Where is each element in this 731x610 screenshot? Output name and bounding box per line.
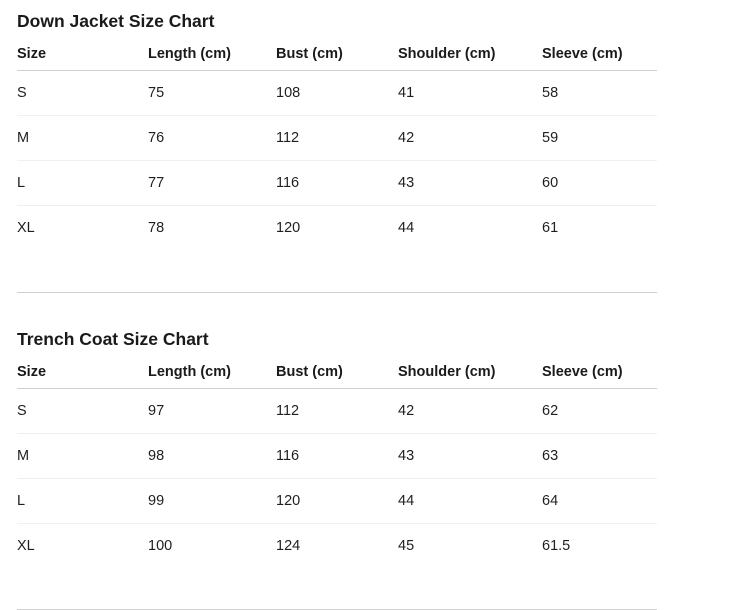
shoulder-cell: 43 xyxy=(398,161,542,206)
table-row-xl: XL 78 120 44 61 xyxy=(17,206,657,251)
size-cell: XL xyxy=(17,523,148,568)
shoulder-cell: 42 xyxy=(398,388,542,433)
shoulder-cell: 42 xyxy=(398,116,542,161)
bust-cell: 120 xyxy=(276,478,398,523)
column-header-bust: Bust (cm) xyxy=(276,350,398,389)
length-cell: 97 xyxy=(148,388,276,433)
length-cell: 99 xyxy=(148,478,276,523)
sleeve-cell: 60 xyxy=(542,161,657,206)
shoulder-cell: 44 xyxy=(398,206,542,251)
table-row-s: S 75 108 41 58 xyxy=(17,71,657,116)
table-row-m: M 98 116 43 63 xyxy=(17,433,657,478)
table-row-l: L 99 120 44 64 xyxy=(17,478,657,523)
sleeve-cell: 63 xyxy=(542,433,657,478)
sleeve-cell: 58 xyxy=(542,71,657,116)
trench-coat-section: Trench Coat Size Chart Size Length (cm) … xyxy=(0,293,731,610)
table-row-m: M 76 112 42 59 xyxy=(17,116,657,161)
trench-coat-section-title: Trench Coat Size Chart xyxy=(17,293,731,350)
length-cell: 76 xyxy=(148,116,276,161)
bust-cell: 108 xyxy=(276,71,398,116)
header-row: Size Length (cm) Bust (cm) Shoulder (cm)… xyxy=(17,350,657,389)
table-row-s: S 97 112 42 62 xyxy=(17,388,657,433)
bust-cell: 112 xyxy=(276,116,398,161)
down-jacket-section: Down Jacket Size Chart Size Length (cm) … xyxy=(0,0,731,293)
length-cell: 98 xyxy=(148,433,276,478)
column-header-sleeve: Sleeve (cm) xyxy=(542,350,657,389)
bust-cell: 124 xyxy=(276,523,398,568)
trench-coat-size-table: Size Length (cm) Bust (cm) Shoulder (cm)… xyxy=(17,350,657,569)
bust-cell: 116 xyxy=(276,161,398,206)
sleeve-cell: 62 xyxy=(542,388,657,433)
column-header-sleeve: Sleeve (cm) xyxy=(542,32,657,71)
shoulder-cell: 44 xyxy=(398,478,542,523)
shoulder-cell: 45 xyxy=(398,523,542,568)
shoulder-cell: 41 xyxy=(398,71,542,116)
sleeve-cell: 64 xyxy=(542,478,657,523)
sleeve-cell: 59 xyxy=(542,116,657,161)
size-cell: S xyxy=(17,71,148,116)
column-header-shoulder: Shoulder (cm) xyxy=(398,350,542,389)
shoulder-cell: 43 xyxy=(398,433,542,478)
bust-cell: 112 xyxy=(276,388,398,433)
size-cell: L xyxy=(17,161,148,206)
size-cell: XL xyxy=(17,206,148,251)
header-row: Size Length (cm) Bust (cm) Shoulder (cm)… xyxy=(17,32,657,71)
table-row-xl: XL 100 124 45 61.5 xyxy=(17,523,657,568)
down-jacket-size-table: Size Length (cm) Bust (cm) Shoulder (cm)… xyxy=(17,32,657,251)
length-cell: 75 xyxy=(148,71,276,116)
table-row-l: L 77 116 43 60 xyxy=(17,161,657,206)
length-cell: 100 xyxy=(148,523,276,568)
column-header-size: Size xyxy=(17,350,148,389)
column-header-shoulder: Shoulder (cm) xyxy=(398,32,542,71)
column-header-bust: Bust (cm) xyxy=(276,32,398,71)
length-cell: 77 xyxy=(148,161,276,206)
column-header-length: Length (cm) xyxy=(148,32,276,71)
sleeve-cell: 61 xyxy=(542,206,657,251)
down-jacket-section-title: Down Jacket Size Chart xyxy=(17,0,731,32)
column-header-length: Length (cm) xyxy=(148,350,276,389)
bust-cell: 120 xyxy=(276,206,398,251)
size-cell: L xyxy=(17,478,148,523)
sleeve-cell: 61.5 xyxy=(542,523,657,568)
size-cell: S xyxy=(17,388,148,433)
bust-cell: 116 xyxy=(276,433,398,478)
length-cell: 78 xyxy=(148,206,276,251)
column-header-size: Size xyxy=(17,32,148,71)
size-cell: M xyxy=(17,116,148,161)
size-cell: M xyxy=(17,433,148,478)
